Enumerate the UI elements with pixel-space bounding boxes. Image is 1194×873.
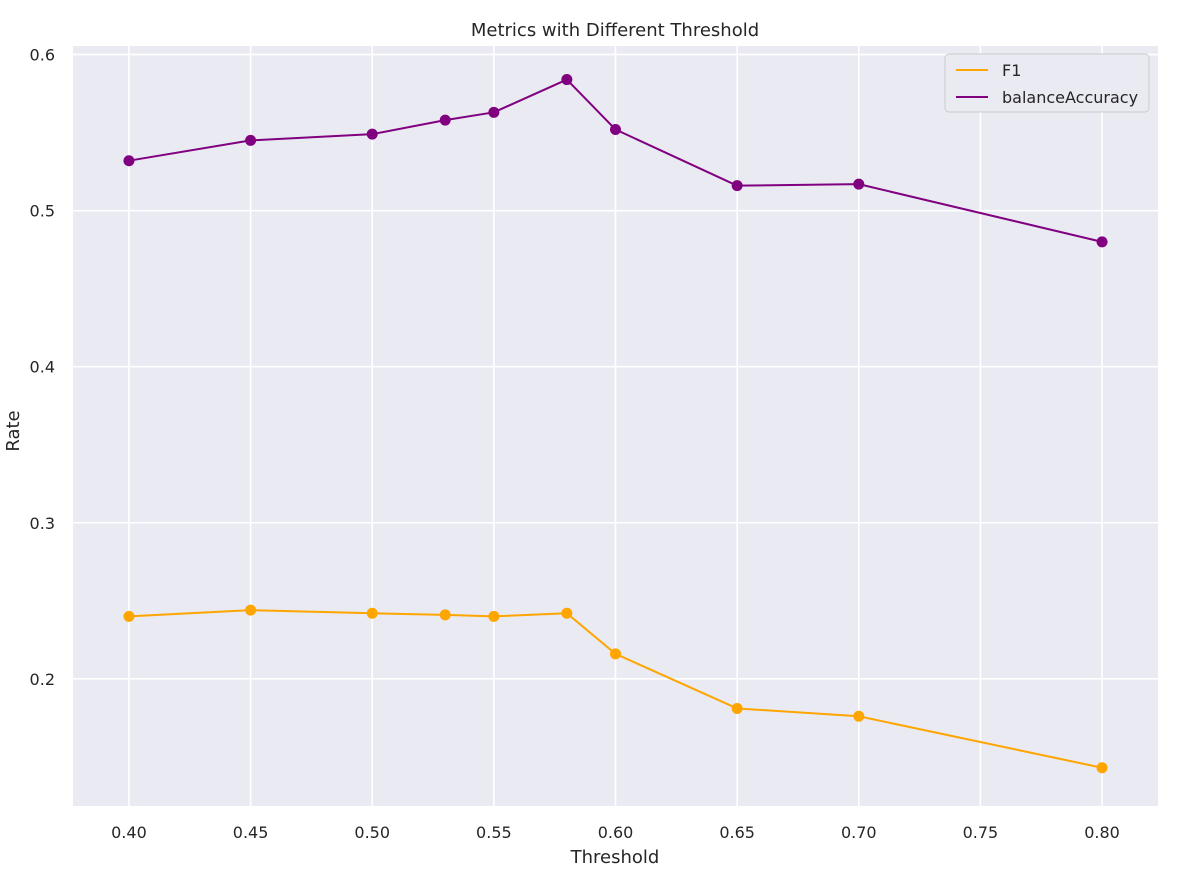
data-point-f1	[610, 648, 621, 660]
data-point-f1	[123, 610, 135, 622]
x-tick-label: 0.40	[111, 823, 147, 842]
data-point-balance-accuracy	[610, 123, 621, 135]
y-axis-label: Rate	[3, 410, 24, 451]
data-point-f1	[366, 607, 378, 619]
chart-title: Metrics with Different Threshold	[471, 20, 759, 41]
x-tick-label: 0.70	[841, 823, 877, 842]
y-tick-label: 0.4	[30, 358, 55, 377]
legend-box	[944, 53, 1150, 113]
legend-label-balance-accuracy: balanceAccuracy	[1002, 88, 1138, 107]
x-tick-label: 0.75	[963, 823, 999, 842]
series-layer	[123, 74, 1108, 774]
data-point-f1	[245, 604, 257, 616]
x-axis-label: Threshold	[570, 847, 660, 868]
x-tick-label: 0.80	[1084, 823, 1120, 842]
y-tick-label: 0.5	[30, 202, 55, 221]
x-tick-label: 0.45	[233, 823, 269, 842]
x-tick-labels: 0.40 0.45 0.50 0.55 0.60 0.65 0.70 0.75 0.80	[111, 823, 1120, 842]
data-point-f1	[561, 607, 573, 619]
x-tick-label: 0.50	[354, 823, 390, 842]
y-tick-label: 0.2	[30, 670, 55, 689]
data-point-balance-accuracy	[488, 106, 500, 118]
data-point-balance-accuracy	[245, 134, 257, 146]
data-point-balance-accuracy	[366, 128, 378, 140]
data-point-balance-accuracy	[853, 178, 865, 190]
y-tick-label: 0.3	[30, 514, 55, 533]
legend-label-f1: F1	[1002, 61, 1021, 80]
legend: F1 balanceAccuracy	[944, 53, 1150, 113]
x-tick-label: 0.60	[598, 823, 634, 842]
series-line-balance-accuracy	[128, 78, 1103, 243]
series-line-f1	[128, 609, 1103, 769]
y-tick-labels: 0.2 0.3 0.4 0.5 0.6	[30, 46, 55, 689]
y-tick-label: 0.6	[30, 46, 55, 65]
x-tick-label: 0.55	[476, 823, 512, 842]
x-tick-label: 0.65	[719, 823, 755, 842]
data-point-f1	[488, 610, 500, 622]
data-point-balance-accuracy	[731, 180, 743, 192]
data-point-f1	[853, 710, 865, 722]
grid-lines	[73, 46, 1158, 806]
data-point-f1	[1096, 762, 1108, 774]
series-f1	[123, 604, 1108, 774]
data-point-balance-accuracy	[439, 114, 451, 126]
data-point-balance-accuracy	[123, 155, 135, 167]
data-point-f1	[731, 702, 743, 714]
data-point-f1	[439, 609, 451, 621]
series-balance-accuracy	[123, 74, 1108, 248]
data-point-balance-accuracy	[561, 74, 573, 86]
data-point-balance-accuracy	[1096, 236, 1108, 248]
